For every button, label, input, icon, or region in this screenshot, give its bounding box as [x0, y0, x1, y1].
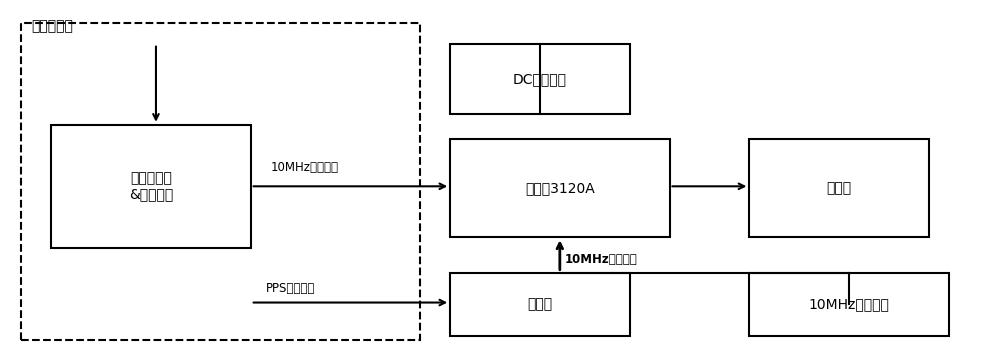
Text: 10MHz参考时钟: 10MHz参考时钟: [809, 297, 889, 311]
FancyBboxPatch shape: [749, 273, 949, 336]
FancyBboxPatch shape: [51, 125, 251, 248]
Text: 计算机: 计算机: [826, 181, 852, 195]
Text: 示波器: 示波器: [527, 297, 552, 311]
Text: 相噪仪3120A: 相噪仪3120A: [525, 181, 595, 195]
FancyBboxPatch shape: [749, 139, 929, 237]
Text: 芯片原子钟
&测试板卡: 芯片原子钟 &测试板卡: [129, 171, 173, 201]
FancyBboxPatch shape: [450, 139, 670, 237]
FancyBboxPatch shape: [450, 44, 630, 114]
Text: 恒温恒湿箱: 恒温恒湿箱: [31, 19, 73, 33]
FancyBboxPatch shape: [450, 273, 630, 336]
Text: 10MHz信号输出: 10MHz信号输出: [271, 161, 339, 174]
Text: DC直流电源: DC直流电源: [513, 72, 567, 86]
Text: PPS信号输出: PPS信号输出: [266, 283, 315, 295]
Text: 10MHz信号输出: 10MHz信号输出: [565, 252, 638, 266]
